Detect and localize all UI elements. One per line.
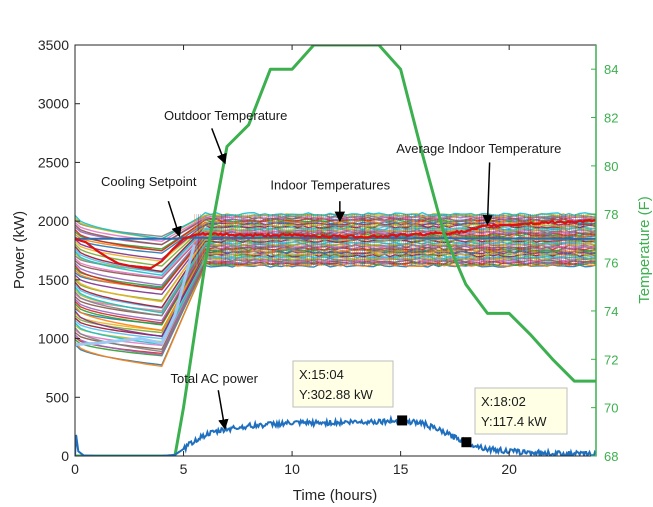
datatip-y-label: Y:117.4 kW	[481, 414, 547, 429]
annotation-label: Indoor Temperatures	[270, 177, 390, 192]
datatip: X:15:04 Y:302.88 kW	[292, 360, 408, 426]
annotation-arrow	[217, 390, 229, 430]
y-right-tick-label: 84	[604, 62, 618, 77]
datatip-y-label: Y:302.88 kW	[299, 387, 373, 402]
y-axis-left-label: Power (kW)	[11, 211, 28, 289]
annotations: Outdoor Temperature Cooling Setpoint Indoo…	[101, 108, 561, 430]
annotation-label: Total AC power	[171, 371, 259, 386]
datatip-box	[474, 387, 568, 435]
y-right-tick-label: 82	[604, 111, 618, 126]
y-right-tick-label: 80	[604, 159, 618, 174]
y-left-tick-label: 1000	[38, 331, 69, 347]
y-right-tick-label: 68	[604, 449, 618, 464]
y-right-tick-label: 72	[604, 352, 618, 367]
datatip-x-label: X:15:04	[299, 367, 344, 382]
y-right-tick-label: 76	[604, 256, 618, 271]
y-left-tick-label: 500	[46, 389, 70, 405]
annotation-arrow	[211, 128, 227, 165]
x-tick-label: 10	[284, 461, 300, 477]
y-axis-right-label: Temperature (F)	[636, 196, 653, 304]
datatips: X:15:04 Y:302.88 kW X:18:02 Y:117.4 kW	[292, 360, 568, 448]
datatip-marker	[461, 437, 472, 448]
x-tick-label: 15	[393, 461, 409, 477]
x-tick-label: 20	[501, 461, 517, 477]
annotation-label: Average Indoor Temperature	[396, 141, 561, 156]
annotation-arrow	[482, 162, 494, 226]
y-left-tick-label: 1500	[38, 272, 69, 288]
datatip-marker	[397, 415, 408, 426]
x-axis-label: Time (hours)	[293, 487, 377, 504]
x-tick-label: 5	[180, 461, 188, 477]
y-right-tick-label: 70	[604, 401, 618, 416]
indoor-low-trace	[75, 244, 196, 346]
y-left-tick-label: 3500	[38, 37, 69, 53]
datatip-box	[292, 360, 394, 408]
annotation-arrow	[167, 200, 182, 238]
y-right-tick-label: 78	[604, 207, 618, 222]
outdoor-temperature-line	[75, 45, 596, 456]
average-indoor-temperature-line	[75, 218, 596, 270]
axes: 0 5 10 15 20 0 500 1000 1500 2000 2500 3000 3500 68 70…	[38, 37, 619, 477]
datatip-x-label: X:18:02	[481, 394, 526, 409]
indoor-temperature-trace	[75, 262, 596, 368]
annotation-label: Cooling Setpoint	[101, 174, 197, 189]
y-left-tick-label: 2000	[38, 213, 69, 229]
datatip: X:18:02 Y:117.4 kW	[461, 387, 568, 448]
y-right-tick-label: 74	[604, 304, 618, 319]
y-left-tick-label: 0	[61, 448, 69, 464]
x-tick-label: 0	[71, 461, 79, 477]
y-left-tick-label: 2500	[38, 154, 69, 170]
indoor-temperatures-band	[75, 211, 596, 368]
cooling-setpoint-line	[75, 236, 596, 240]
y-left-tick-label: 3000	[38, 96, 69, 112]
annotation-label: Outdoor Temperature	[164, 108, 287, 123]
